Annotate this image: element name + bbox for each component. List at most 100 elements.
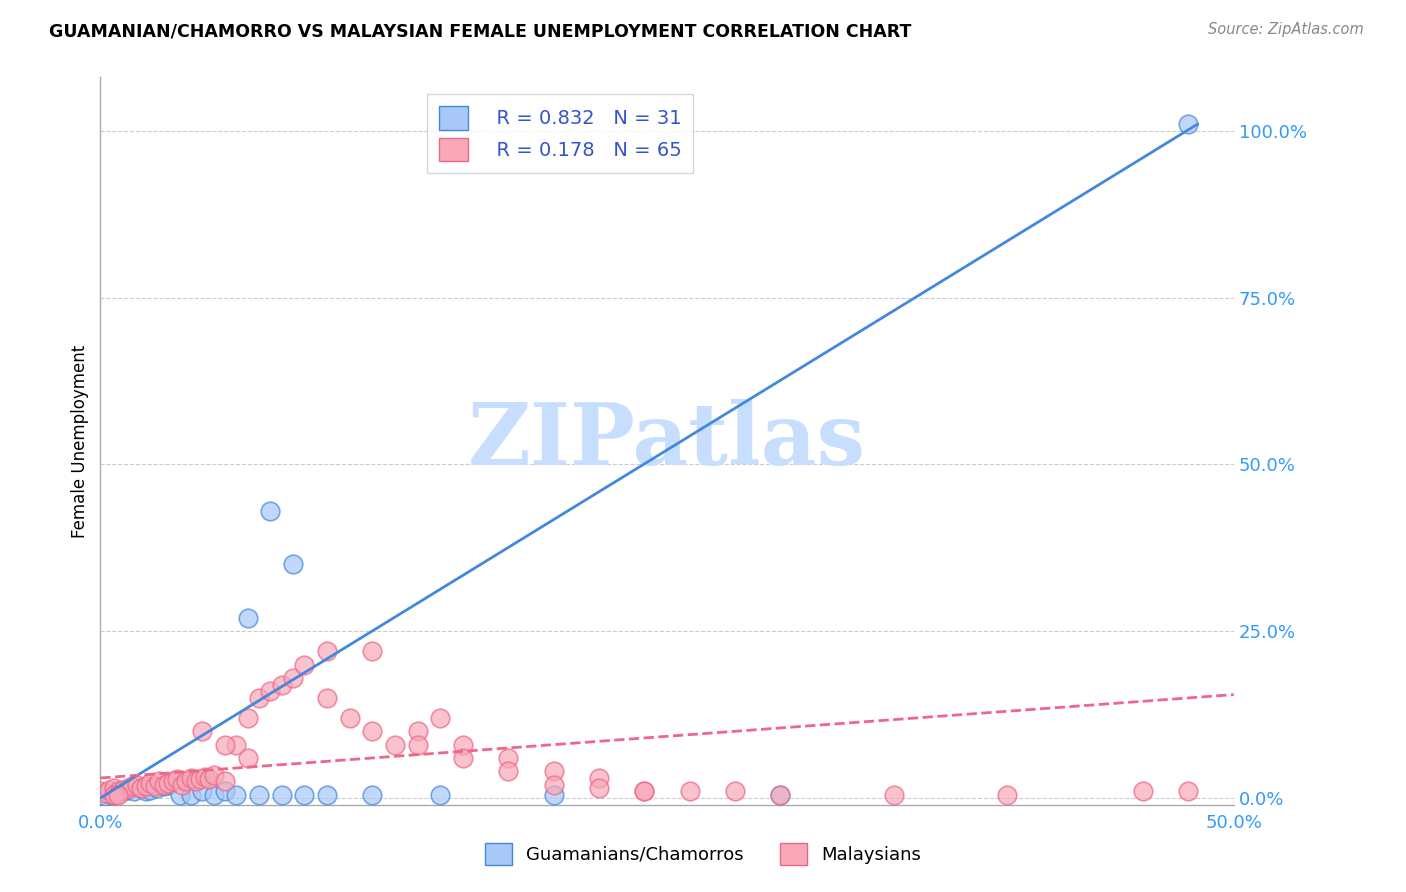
Point — [316, 644, 339, 658]
Point — [361, 724, 384, 739]
Point — [157, 778, 180, 792]
Point — [316, 788, 339, 802]
Point — [406, 738, 429, 752]
Point — [139, 783, 162, 797]
Point — [191, 784, 214, 798]
Text: Source: ZipAtlas.com: Source: ZipAtlas.com — [1208, 22, 1364, 37]
Point — [143, 779, 166, 793]
Point — [180, 771, 202, 785]
Point — [129, 780, 152, 795]
Point — [247, 690, 270, 705]
Point — [498, 751, 520, 765]
Point — [180, 788, 202, 802]
Point — [94, 786, 117, 800]
Point — [679, 784, 702, 798]
Point — [194, 770, 217, 784]
Point — [157, 776, 180, 790]
Point — [107, 788, 129, 802]
Point — [543, 788, 565, 802]
Point — [633, 784, 655, 798]
Point — [103, 780, 125, 795]
Point — [169, 788, 191, 802]
Point — [429, 711, 451, 725]
Point — [176, 774, 198, 789]
Point — [361, 644, 384, 658]
Point — [214, 738, 236, 752]
Point — [198, 772, 221, 787]
Point — [184, 774, 207, 789]
Point — [125, 778, 148, 792]
Legend: Guamanians/Chamorros, Malaysians: Guamanians/Chamorros, Malaysians — [475, 834, 931, 874]
Point — [292, 788, 315, 802]
Point — [146, 780, 169, 795]
Point — [107, 784, 129, 798]
Point — [588, 771, 610, 785]
Point — [225, 738, 247, 752]
Point — [153, 778, 176, 792]
Point — [316, 690, 339, 705]
Point — [406, 724, 429, 739]
Point — [148, 774, 170, 789]
Point — [236, 711, 259, 725]
Point — [236, 611, 259, 625]
Point — [259, 504, 281, 518]
Point — [1132, 784, 1154, 798]
Point — [769, 788, 792, 802]
Point — [139, 776, 162, 790]
Point — [214, 774, 236, 789]
Point — [259, 684, 281, 698]
Point — [384, 738, 406, 752]
Point — [202, 767, 225, 781]
Legend:   R = 0.832   N = 31,   R = 0.178   N = 65: R = 0.832 N = 31, R = 0.178 N = 65 — [427, 95, 693, 173]
Point — [111, 783, 134, 797]
Point — [166, 772, 188, 787]
Point — [107, 786, 129, 800]
Point — [633, 784, 655, 798]
Point — [281, 671, 304, 685]
Point — [191, 724, 214, 739]
Point — [153, 779, 176, 793]
Point — [429, 788, 451, 802]
Point — [1177, 784, 1199, 798]
Point — [451, 738, 474, 752]
Point — [270, 677, 292, 691]
Point — [236, 751, 259, 765]
Point — [270, 788, 292, 802]
Point — [281, 558, 304, 572]
Point — [247, 788, 270, 802]
Point — [100, 788, 122, 802]
Point — [162, 774, 184, 789]
Point — [129, 780, 152, 795]
Point — [111, 784, 134, 798]
Point — [995, 788, 1018, 802]
Point — [543, 778, 565, 792]
Point — [543, 764, 565, 779]
Point — [339, 711, 361, 725]
Point — [769, 788, 792, 802]
Point — [98, 783, 121, 797]
Point — [89, 784, 111, 798]
Point — [135, 779, 157, 793]
Point — [121, 779, 143, 793]
Point — [361, 788, 384, 802]
Text: GUAMANIAN/CHAMORRO VS MALAYSIAN FEMALE UNEMPLOYMENT CORRELATION CHART: GUAMANIAN/CHAMORRO VS MALAYSIAN FEMALE U… — [49, 22, 911, 40]
Point — [103, 788, 125, 802]
Point — [1177, 117, 1199, 131]
Point — [225, 788, 247, 802]
Point — [451, 751, 474, 765]
Text: ZIPatlas: ZIPatlas — [468, 399, 866, 483]
Point — [292, 657, 315, 672]
Point — [117, 780, 139, 795]
Point — [170, 778, 193, 792]
Point — [214, 784, 236, 798]
Point — [188, 772, 211, 787]
Point — [135, 784, 157, 798]
Point — [202, 788, 225, 802]
Point — [89, 788, 111, 802]
Y-axis label: Female Unemployment: Female Unemployment — [72, 344, 89, 538]
Point — [724, 784, 747, 798]
Point — [117, 783, 139, 797]
Point — [883, 788, 905, 802]
Point — [124, 784, 146, 798]
Point — [498, 764, 520, 779]
